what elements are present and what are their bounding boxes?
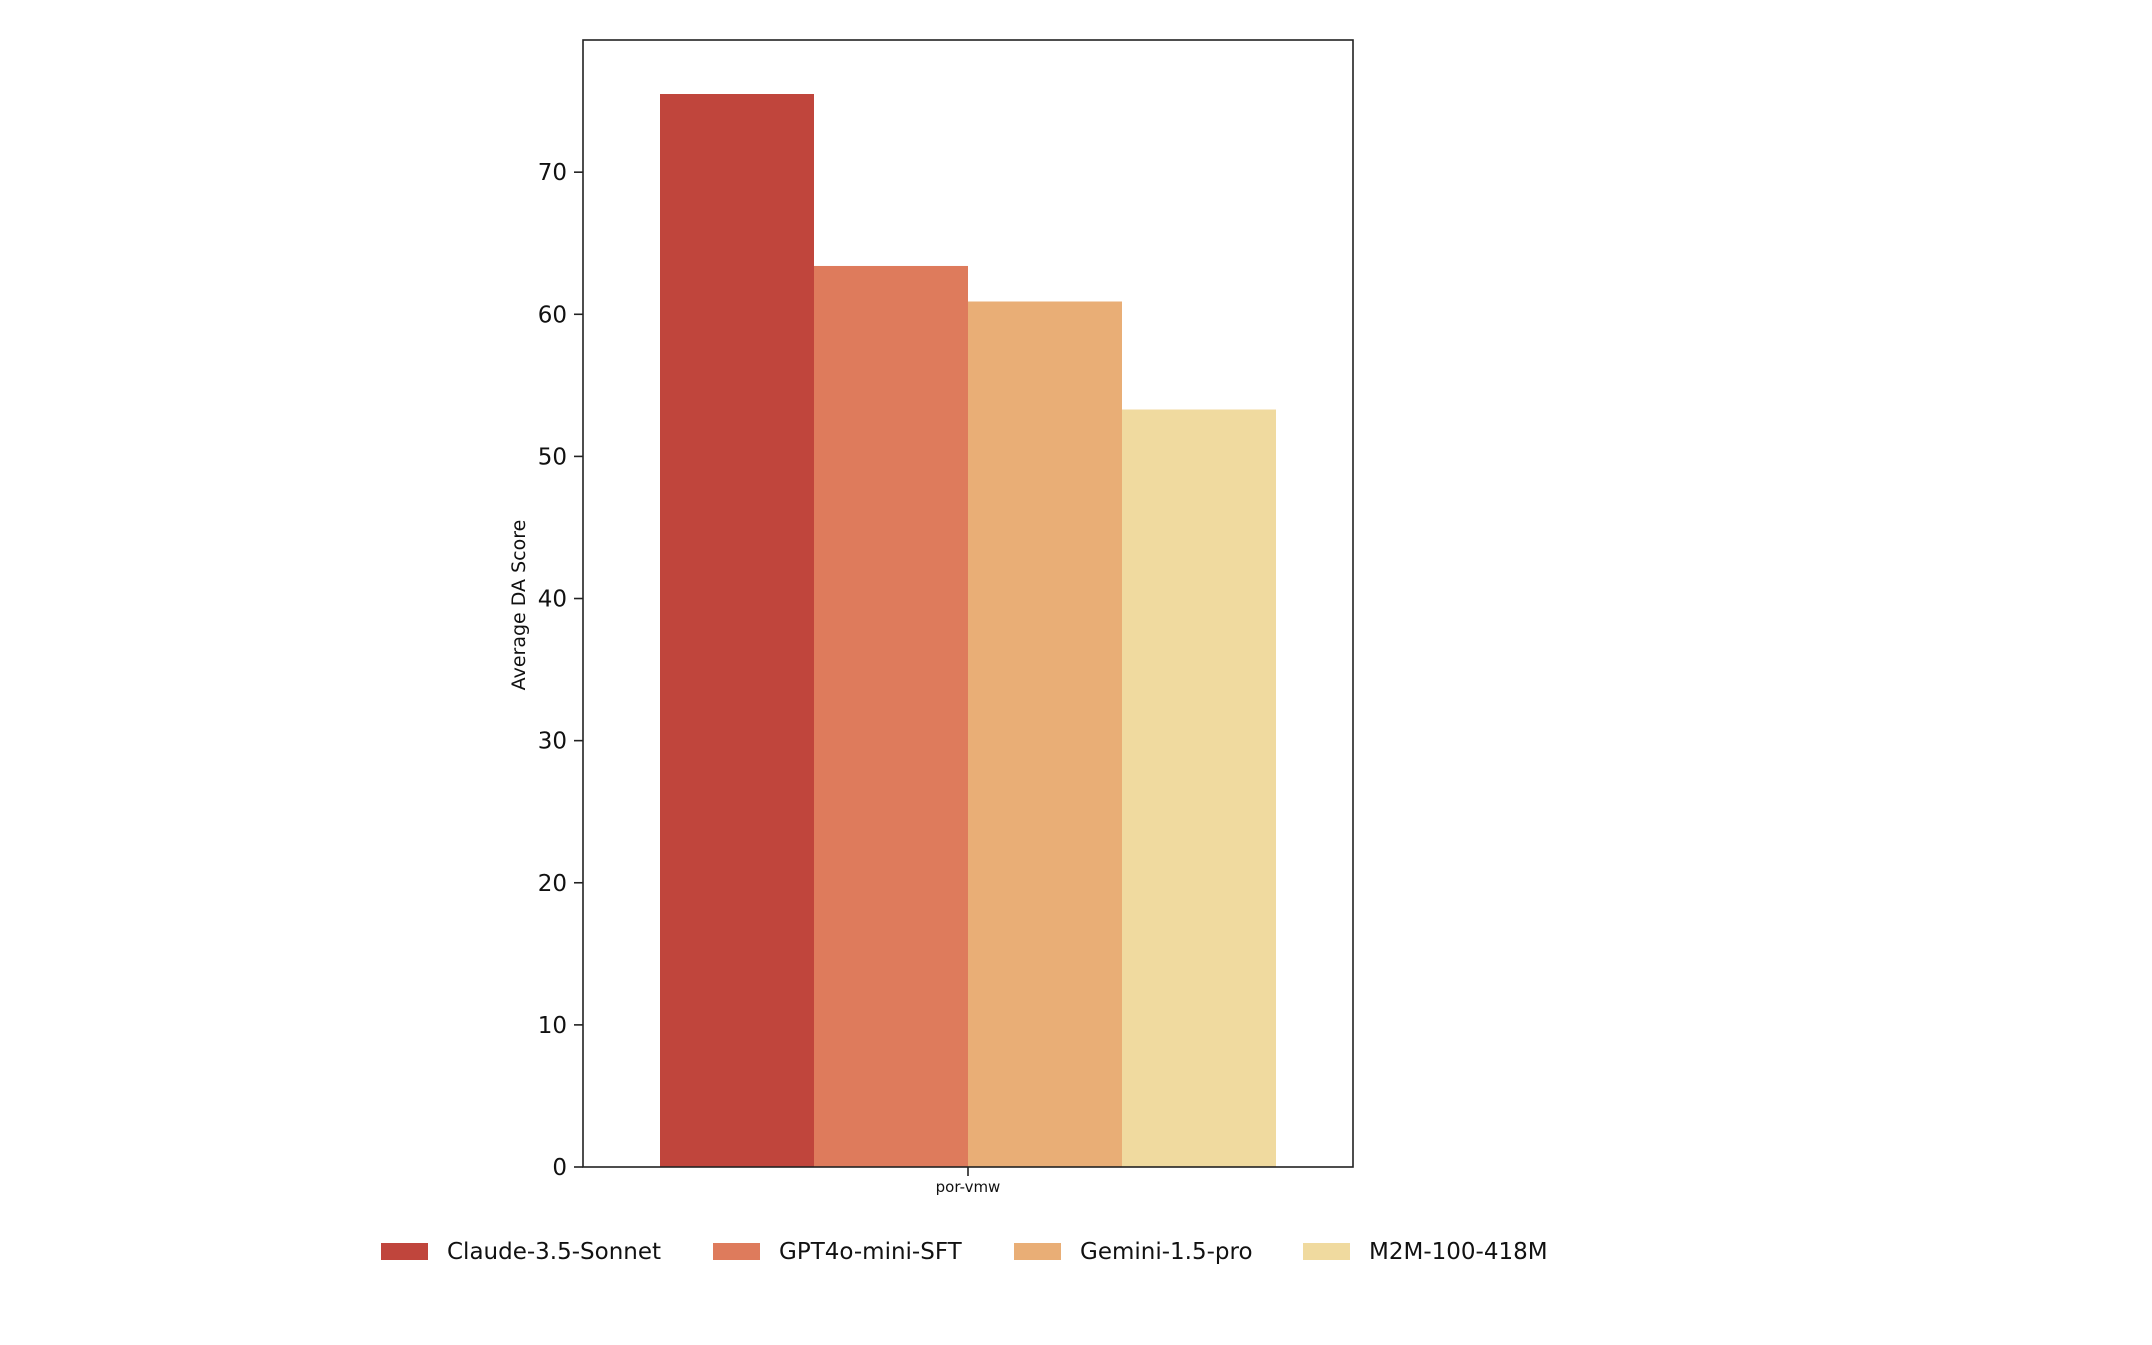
legend-label: Claude-3.5-Sonnet	[447, 1239, 661, 1265]
bar-claude-3-5-sonnet	[660, 94, 814, 1168]
legend-label: GPT4o-mini-SFT	[779, 1239, 963, 1265]
y-tick-label: 30	[538, 729, 567, 755]
y-tick-label: 60	[538, 302, 567, 328]
bar-m2m-100-418m	[1122, 409, 1276, 1168]
y-tick-label: 10	[538, 1013, 567, 1039]
legend-swatch	[381, 1243, 428, 1260]
y-tick-label: 70	[538, 160, 567, 186]
legend-swatch	[713, 1243, 760, 1260]
y-tick-label: 40	[538, 587, 567, 613]
y-tick-label: 0	[552, 1155, 567, 1181]
y-tick-label: 20	[538, 871, 567, 897]
bar-gpt4o-mini-sft	[814, 265, 968, 1167]
bars-group	[660, 94, 1276, 1168]
y-axis-label: Average DA Score	[508, 520, 530, 691]
y-tick-label: 50	[538, 444, 567, 470]
x-tick-label: por-vmw	[936, 1178, 1001, 1196]
bar-gemini-1-5-pro	[968, 301, 1122, 1167]
legend-swatch	[1014, 1243, 1061, 1260]
x-axis: por-vmw	[936, 1167, 1001, 1196]
y-axis: 0 10 20 30 40 50 60 70	[538, 160, 583, 1181]
legend-label: M2M-100-418M	[1369, 1239, 1548, 1265]
legend-label: Gemini-1.5-pro	[1080, 1239, 1253, 1265]
legend: Claude-3.5-Sonnet GPT4o-mini-SFT Gemini-1.…	[381, 1239, 1548, 1265]
legend-swatch	[1303, 1243, 1350, 1260]
